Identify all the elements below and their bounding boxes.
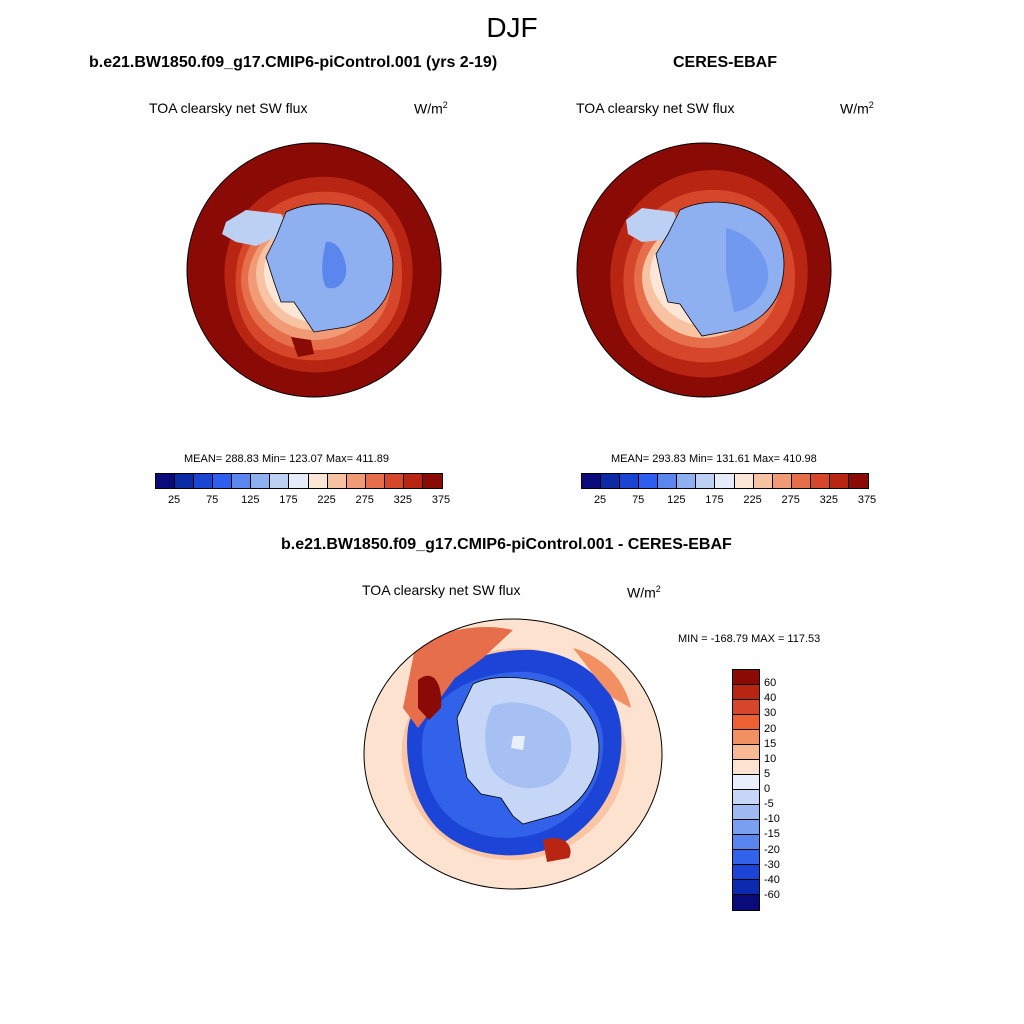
diff-colorbar-tick-label: 40 [764,692,777,705]
left-colorbar-swatch [175,474,195,488]
right-colorbar-swatch [848,474,868,488]
left-colorbar-swatch [213,474,233,488]
right-colorbar-tick-label: 375 [857,494,877,506]
left-colorbar-swatch [422,474,442,488]
left-colorbar-swatch [308,474,328,488]
diff-colorbar-tick-label: 5 [764,767,771,780]
left-colorbar-swatch [327,474,347,488]
diff-colorbar-tick-label: 60 [764,677,777,690]
left-colorbar-swatch [365,474,385,488]
left-colorbar-swatch [403,474,423,488]
left-polar-map [186,142,442,398]
right-colorbar-tick-label: 25 [593,494,607,506]
diff-colorbar-swatch [733,670,759,685]
right-colorbar-tick-label: 325 [819,494,839,506]
diff-colorbar-swatch [733,730,759,745]
left-colorbar-tick-label: 325 [393,494,413,506]
left-variable-label: TOA clearsky net SW flux [149,100,308,116]
left-colorbar-tick-label: 175 [279,494,298,506]
right-variable-label: TOA clearsky net SW flux [576,100,735,116]
left-colorbar-swatch [156,474,176,488]
right-colorbar-tick-label: 225 [743,494,762,506]
right-colorbar-swatch [791,474,811,488]
left-colorbar-tick-label: 275 [355,494,374,506]
right-colorbar-swatch [734,474,754,488]
right-colorbar [581,473,869,489]
diff-colorbar [732,669,760,911]
diff-colorbar-swatch [733,850,759,865]
diff-colorbar-tick-label: -60 [764,888,780,901]
right-colorbar-swatch [601,474,621,488]
diff-colorbar-swatch [733,760,759,775]
diff-stats: MIN = -168.79 MAX = 117.53 [678,633,821,645]
diff-colorbar-ticks: 60 40 30 20 15 10 5 0 -5 -10 -15 -20 -30 -40 -60 [764,669,804,911]
diff-colorbar-tick-label: -30 [764,858,780,871]
right-colorbar-swatch [639,474,659,488]
right-colorbar-swatch [810,474,830,488]
diff-colorbar-tick-label: 30 [764,707,777,720]
left-colorbar-ticks: 25 75 125 175 225 275 325 375 [155,494,450,508]
right-units-label: W/m2 [840,100,874,117]
diff-units-label: W/m2 [627,584,661,601]
left-colorbar [155,473,443,489]
left-colorbar-swatch [232,474,252,488]
diff-colorbar-tick-label: 10 [764,752,777,765]
right-colorbar-tick-label: 175 [705,494,724,506]
diff-colorbar-swatch [733,805,759,820]
diff-colorbar-swatch [733,880,759,895]
left-colorbar-tick-label: 125 [241,494,260,506]
right-polar-map [576,142,832,398]
left-colorbar-tick-label: 25 [167,494,181,506]
left-colorbar-tick-label: 375 [431,494,451,506]
diff-colorbar-swatch [733,835,759,850]
left-panel-title: b.e21.BW1850.f09_g17.CMIP6-piControl.001… [89,54,498,71]
right-colorbar-swatch [677,474,697,488]
left-colorbar-tick-label: 225 [317,494,336,506]
right-colorbar-swatch [620,474,640,488]
right-stats: MEAN= 293.83 Min= 131.61 Max= 410.98 [611,453,817,465]
diff-colorbar-swatch [733,745,759,760]
right-colorbar-ticks: 25 75 125 175 225 275 325 375 [581,494,876,508]
left-units-label: W/m2 [414,100,448,117]
diff-colorbar-swatch [733,775,759,790]
diff-colorbar-swatch [733,715,759,730]
diff-colorbar-tick-label: 0 [764,783,771,795]
diff-colorbar-swatch [733,820,759,835]
diff-colorbar-tick-label: -40 [764,873,780,886]
right-colorbar-swatch [753,474,773,488]
right-colorbar-tick-label: 125 [667,494,686,506]
left-colorbar-swatch [289,474,309,488]
left-colorbar-swatch [251,474,271,488]
right-colorbar-swatch [696,474,716,488]
diff-panel-title: b.e21.BW1850.f09_g17.CMIP6-piControl.001… [281,536,732,553]
right-colorbar-swatch [715,474,735,488]
diff-colorbar-tick-label: 15 [764,737,777,750]
left-stats: MEAN= 288.83 Min= 123.07 Max= 411.89 [184,453,389,465]
left-colorbar-swatch [346,474,366,488]
diff-colorbar-swatch [733,895,759,910]
diff-polar-map [363,618,663,890]
left-colorbar-swatch [194,474,214,488]
diff-colorbar-tick-label: -10 [764,813,780,826]
left-colorbar-swatch [270,474,290,488]
season-title: DJF [486,12,538,43]
diff-colorbar-tick-label: -20 [764,843,780,856]
right-panel-title: CERES-EBAF [673,54,778,71]
right-colorbar-tick-label: 75 [632,494,645,506]
diff-colorbar-swatch [733,790,759,805]
left-colorbar-tick-label: 75 [206,494,219,506]
diff-variable-label: TOA clearsky net SW flux [362,582,521,598]
diff-colorbar-tick-label: -5 [764,798,774,811]
right-colorbar-swatch [582,474,602,488]
left-colorbar-swatch [384,474,404,488]
diff-colorbar-swatch [733,865,759,880]
right-colorbar-swatch [772,474,792,488]
diff-colorbar-tick-label: 20 [764,722,777,735]
right-colorbar-tick-label: 275 [781,494,800,506]
diff-colorbar-swatch [733,685,759,700]
right-colorbar-swatch [829,474,849,488]
right-colorbar-swatch [658,474,678,488]
diff-colorbar-swatch [733,700,759,715]
diff-colorbar-tick-label: -15 [764,828,780,841]
